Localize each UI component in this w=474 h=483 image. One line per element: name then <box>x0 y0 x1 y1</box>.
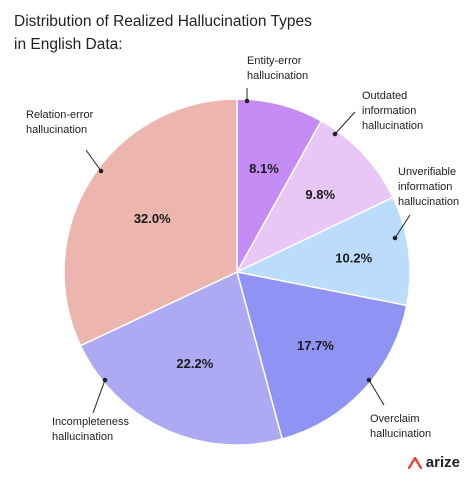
slice-category-label: Entity-error hallucination <box>247 55 308 82</box>
pie-slice <box>236 98 323 275</box>
pie-slice <box>234 196 411 307</box>
pie-slice <box>79 270 284 446</box>
chart-title: Distribution of Realized Hallucination T… <box>14 10 344 56</box>
pie-slice <box>235 119 395 274</box>
chart-title-line-2: in English Data: <box>14 36 123 53</box>
arize-logo-icon <box>407 456 422 469</box>
leader-dot <box>332 131 338 137</box>
leader-dot <box>98 168 104 174</box>
leader-line <box>85 149 102 172</box>
leader-dot <box>102 377 108 383</box>
pie-slice <box>235 271 408 440</box>
brand-logo: arize <box>407 454 460 471</box>
leader-line <box>334 111 356 135</box>
slice-percentage-label: 9.8% <box>305 187 335 202</box>
slice-percentage-label: 22.2% <box>176 356 213 371</box>
brand-name: arize <box>425 454 460 471</box>
slice-category-label: Overclaim hallucination <box>370 413 431 440</box>
leader-dot <box>244 98 250 104</box>
leader-dot <box>366 377 372 383</box>
slice-category-label: Unverifiable information hallucination <box>398 166 459 208</box>
leader-dot <box>392 235 398 241</box>
leader-line <box>92 379 106 414</box>
slice-percentage-label: 32.0% <box>134 211 171 226</box>
pie-slice <box>63 98 238 347</box>
leader-line <box>394 214 411 239</box>
chart-title-line-1: Distribution of Realized Hallucination T… <box>14 13 312 30</box>
slice-category-label: Outdated information hallucination <box>362 90 423 132</box>
slice-category-label: Relation-error hallucination <box>26 109 94 136</box>
slice-percentage-label: 17.7% <box>297 338 334 353</box>
slice-percentage-label: 10.2% <box>335 250 372 265</box>
leader-line <box>368 379 385 406</box>
slice-category-label: Incompleteness hallucination <box>52 416 130 443</box>
slice-percentage-label: 8.1% <box>249 161 279 176</box>
